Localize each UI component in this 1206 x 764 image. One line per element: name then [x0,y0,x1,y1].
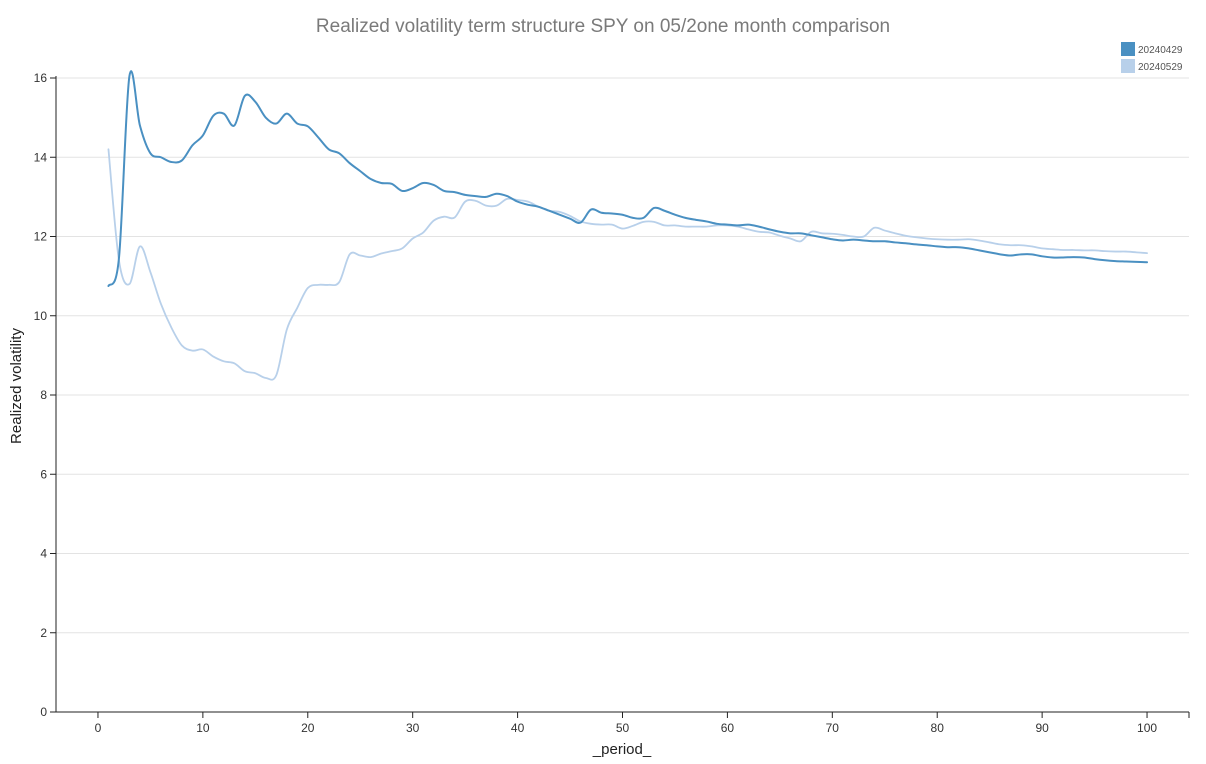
x-tick-label: 70 [826,721,840,735]
y-tick-label: 8 [40,388,47,402]
x-tick-label: 60 [721,721,735,735]
legend-label-20240429: 20240429 [1138,45,1183,56]
y-axis-label: Realized volatility [8,328,25,444]
x-axis-label: _period_ [592,741,652,758]
y-tick-label: 6 [40,467,47,481]
series-line-20240429 [107,70,1149,288]
y-tick-label: 12 [34,230,48,244]
x-tick-label: 0 [95,721,102,735]
series-line-20240529 [107,148,1148,381]
x-tick-label: 90 [1035,721,1049,735]
x-tick-label: 50 [616,721,630,735]
x-axis-ticks: 0 10 20 30 40 50 60 70 80 90 100 [95,712,1190,735]
axes: 0 10 20 30 40 50 60 70 80 90 100 0 2 4 6 8 10 12 14 16 [34,71,1190,735]
legend-swatch-20240529 [1121,59,1135,73]
x-tick-label: 20 [301,721,315,735]
y-tick-label: 4 [40,547,47,561]
legend-label-20240529: 20240529 [1138,62,1183,73]
y-tick-label: 10 [34,309,48,323]
y-axis-ticks: 0 2 4 6 8 10 12 14 16 [34,71,56,719]
y-tick-label: 16 [34,71,48,85]
y-tick-label: 14 [34,150,48,164]
x-tick-label: 30 [406,721,420,735]
legend: 20240429 20240529 [1121,42,1183,73]
x-tick-label: 100 [1137,721,1157,735]
chart-title: Realized volatility term structure SPY o… [316,16,890,37]
grid [56,77,1189,634]
y-tick-label: 0 [40,705,47,719]
x-tick-label: 40 [511,721,525,735]
legend-swatch-20240429 [1121,42,1135,56]
y-tick-label: 2 [40,626,47,640]
series-layer [107,70,1149,381]
x-tick-label: 80 [931,721,945,735]
x-tick-label: 10 [196,721,210,735]
